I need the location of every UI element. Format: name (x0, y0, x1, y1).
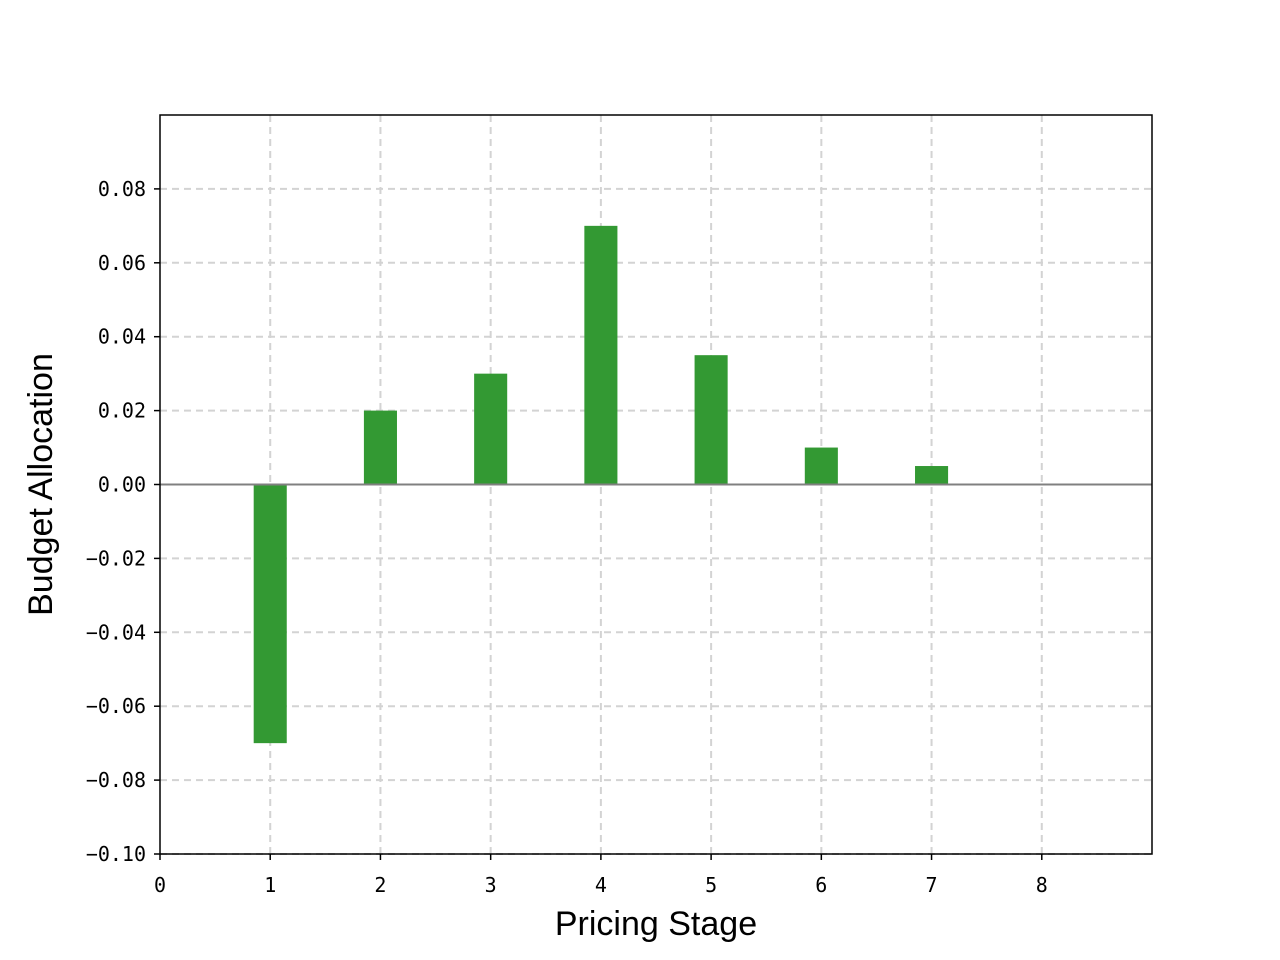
y-tick-label: −0.06 (86, 694, 146, 718)
bar-stage-6 (804, 447, 838, 485)
bar-stage-7 (915, 466, 949, 485)
bar-stage-1 (253, 484, 287, 744)
y-tick-label: −0.08 (86, 768, 146, 792)
x-tick-label: 0 (154, 873, 166, 897)
bar-stage-2 (363, 410, 397, 485)
y-tick-label: 0.02 (98, 399, 146, 423)
x-tick-label: 4 (595, 873, 607, 897)
bar-stage-4 (584, 225, 618, 485)
x-tick-label: 1 (264, 873, 276, 897)
x-axis-ticks: 0 1 2 3 4 5 6 7 8 (154, 854, 1048, 897)
y-axis-ticks: −0.10 −0.08 −0.06 −0.04 −0.02 0.00 0.02 0.04 0.0… (86, 177, 160, 866)
x-tick-label: 5 (705, 873, 717, 897)
x-tick-label: 3 (485, 873, 497, 897)
bars (253, 225, 949, 744)
y-tick-label: −0.04 (86, 620, 146, 644)
y-tick-label: 0.08 (98, 177, 146, 201)
x-axis-title: Pricing Stage (555, 905, 757, 943)
x-tick-label: 2 (374, 873, 386, 897)
y-tick-label: 0.04 (98, 325, 146, 349)
x-tick-label: 7 (926, 873, 938, 897)
y-tick-label: −0.10 (86, 842, 146, 866)
x-tick-label: 8 (1036, 873, 1048, 897)
bar-stage-5 (694, 355, 728, 485)
y-tick-label: −0.02 (86, 546, 146, 570)
y-tick-label: 0.06 (98, 251, 146, 275)
y-tick-label: 0.00 (98, 473, 146, 497)
y-axis-title: Budget Allocation (22, 353, 60, 616)
x-tick-label: 6 (815, 873, 827, 897)
bar-stage-3 (474, 373, 508, 485)
